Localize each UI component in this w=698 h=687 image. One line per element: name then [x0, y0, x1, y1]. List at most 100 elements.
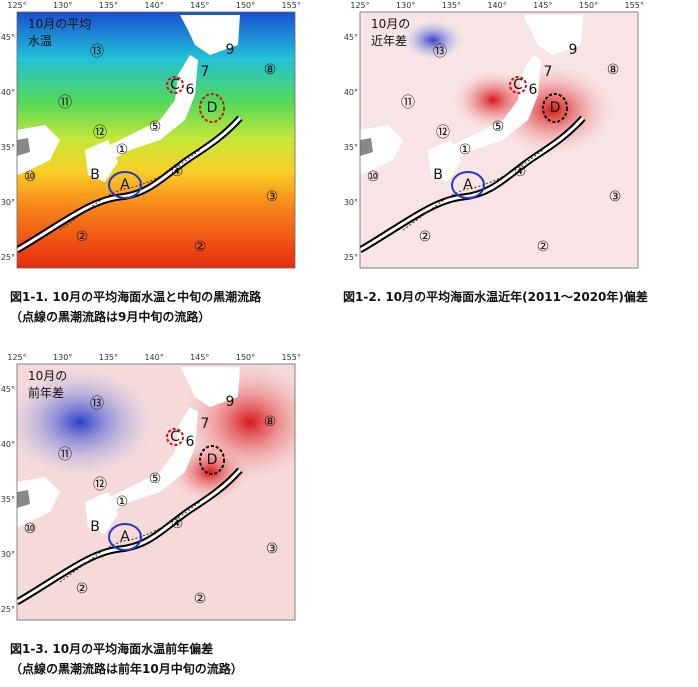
map-panel: 125° 130° 135° 140° 145° 150° 155° 45° 40° 35° 30°…	[1, 1, 301, 324]
lat-label: 40°	[344, 88, 358, 97]
anomaly-blob	[17, 367, 155, 477]
marker-d	[199, 445, 225, 475]
marker-a	[451, 171, 485, 199]
panel-title: 前年差	[28, 385, 64, 400]
region-label: ④	[171, 164, 184, 180]
region-label: ⑫	[436, 125, 450, 141]
kuroshio-path	[17, 469, 242, 604]
figure-caption: （点線の黒潮流路は9月中旬の流路）	[10, 309, 210, 324]
region-label: 7	[201, 64, 210, 80]
region-label: D	[207, 100, 218, 116]
kuroshio-path	[360, 117, 585, 252]
lat-label: 30°	[344, 198, 358, 207]
region-label: ⑫	[93, 125, 107, 141]
lon-label: 145°	[190, 1, 209, 10]
region-label: D	[207, 452, 218, 468]
marker-c	[166, 428, 184, 446]
lon-label: 145°	[190, 353, 209, 362]
region-label: D	[550, 100, 561, 116]
region-label: 6	[529, 82, 538, 98]
region-label: ⑧	[264, 414, 277, 430]
region-label: ④	[514, 164, 527, 180]
panel-title: 水温	[28, 34, 52, 48]
lon-label: 140°	[144, 1, 163, 10]
map-panel: 125° 130° 135° 140° 145° 150° 155° 45° 40° 35° 30°…	[343, 1, 648, 304]
lat-label: 25°	[344, 253, 358, 262]
region-label: ⑤	[492, 119, 505, 135]
region-label: A	[120, 177, 130, 193]
figure-caption: （点線の黒潮流路は前年10月中旬の流路）	[10, 661, 243, 676]
region-label: ③	[609, 189, 622, 205]
region-label: ⑬	[90, 44, 104, 60]
lat-label: 35°	[344, 143, 358, 152]
lat-label: 35°	[1, 495, 15, 504]
region-label: ②	[76, 581, 89, 597]
lon-label: 150°	[236, 1, 255, 10]
figure-caption: 図1-1. 10月の平均海面水温と中旬の黒潮流路	[10, 289, 262, 304]
region-label: 6	[186, 82, 195, 98]
lon-label: 140°	[487, 1, 506, 10]
region-label: ⑫	[93, 477, 107, 493]
region-label: C	[170, 77, 180, 93]
lat-label: 45°	[1, 385, 15, 394]
panel-title: 近年差	[371, 34, 407, 48]
anomaly-blob	[403, 20, 463, 60]
map-panel: 125° 130° 135° 140° 145° 150° 155° 45° 40° 35° 30°…	[1, 353, 301, 676]
lon-label: 135°	[99, 1, 118, 10]
region-label: 9	[226, 42, 235, 58]
map-frame	[16, 11, 296, 269]
region-label: B	[90, 519, 100, 535]
map-frame	[16, 363, 296, 621]
marker-c	[509, 76, 527, 94]
map-frame	[359, 11, 639, 269]
panel-title: 10月の	[371, 17, 410, 31]
lon-label: 135°	[442, 1, 461, 10]
marker-a	[108, 171, 142, 199]
map	[17, 364, 295, 620]
lon-label: 125°	[7, 1, 26, 10]
lat-label: 45°	[344, 33, 358, 42]
region-label: B	[433, 167, 443, 183]
lat-label: 40°	[1, 440, 15, 449]
region-label: ⑬	[433, 44, 447, 60]
region-label: ②	[194, 591, 207, 607]
lon-label: 145°	[533, 1, 552, 10]
region-label: ⑬	[90, 396, 104, 412]
kuroshio-prev	[59, 149, 201, 231]
region-label: ⑪	[401, 95, 415, 111]
region-label: ⑪	[58, 95, 72, 111]
region-label: ①	[116, 494, 129, 510]
region-label: ②	[537, 239, 550, 255]
figure-caption: 図1-3. 10月の平均海面水温前年偏差	[10, 641, 213, 656]
lat-label: 25°	[1, 253, 15, 262]
region-label: ③	[266, 189, 279, 205]
region-label: ④	[171, 516, 184, 532]
region-label: A	[120, 529, 130, 545]
region-label: ⑩	[367, 169, 380, 185]
lat-label: 30°	[1, 550, 15, 559]
kuroshio-prev	[59, 501, 201, 583]
region-label: 9	[226, 394, 235, 410]
lon-label: 135°	[99, 353, 118, 362]
lon-label: 155°	[282, 1, 301, 10]
kuroshio-path	[17, 117, 242, 252]
region-label: B	[90, 167, 100, 183]
marker-a	[108, 523, 142, 551]
marker-d	[542, 93, 568, 123]
region-label: ⑤	[149, 471, 162, 487]
region-label: A	[463, 177, 473, 193]
region-label: ①	[459, 142, 472, 158]
region-label: ⑩	[24, 521, 37, 537]
lon-label: 140°	[144, 353, 163, 362]
region-label: ②	[419, 229, 432, 245]
lat-label: 35°	[1, 143, 15, 152]
region-label: ⑩	[24, 169, 37, 185]
lon-label: 125°	[350, 1, 369, 10]
lon-label: 130°	[396, 1, 415, 10]
region-label: C	[513, 77, 523, 93]
lon-label: 155°	[625, 1, 644, 10]
lat-label: 30°	[1, 198, 15, 207]
region-label: C	[170, 429, 180, 445]
region-label: ⑤	[149, 119, 162, 135]
